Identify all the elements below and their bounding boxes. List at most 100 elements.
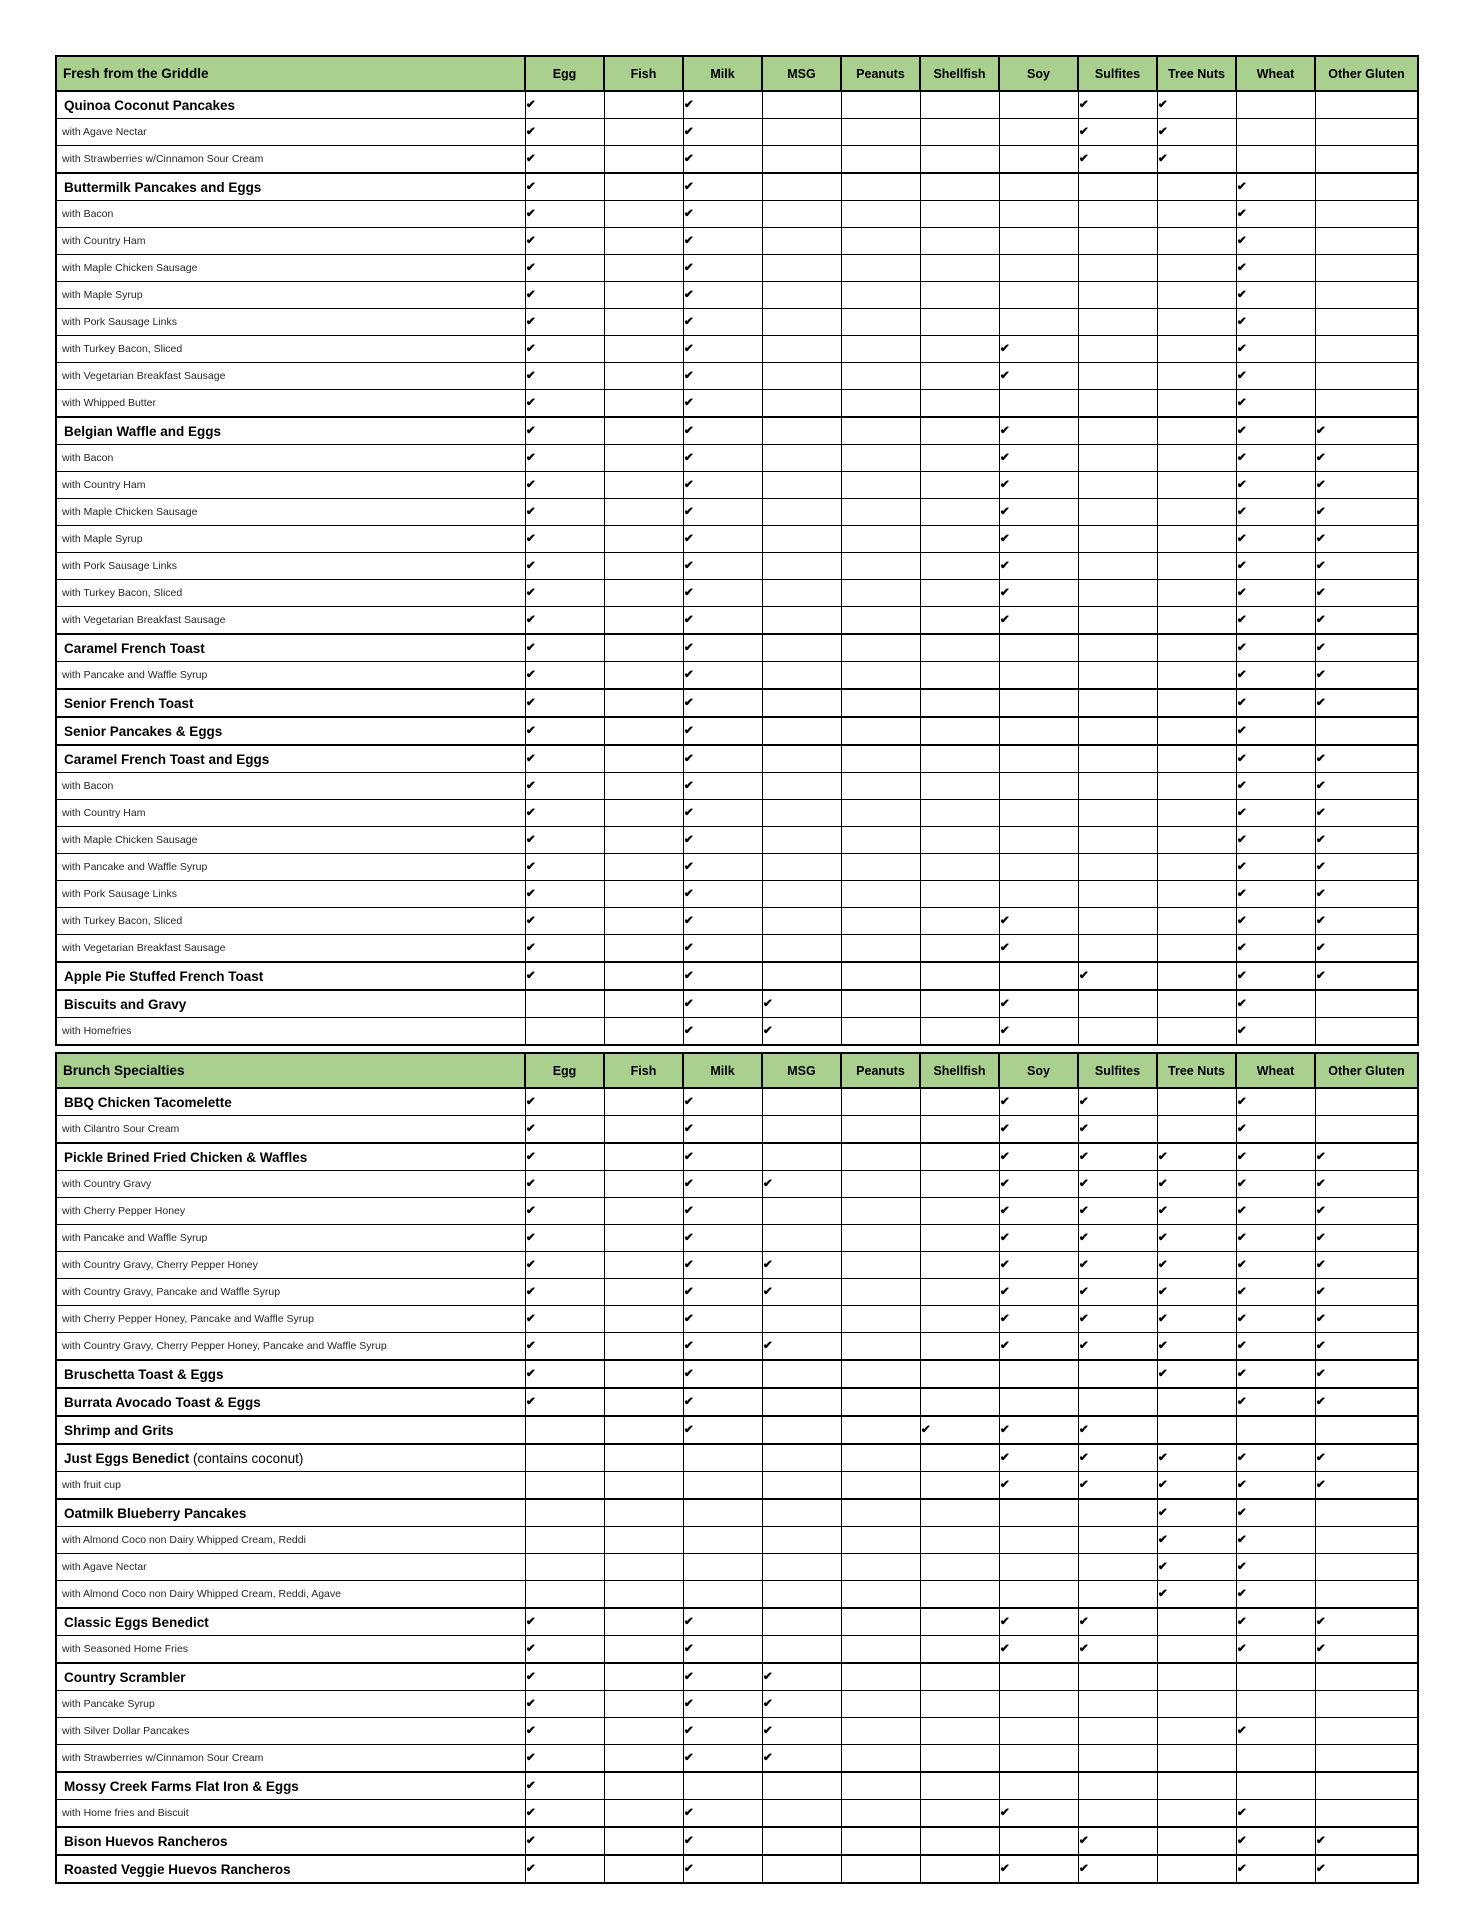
allergen-cell-milk: ✔ [682, 118, 763, 146]
allergen-cell-other-gluten [1314, 281, 1419, 309]
allergen-cell-soy [998, 281, 1079, 309]
check-icon: ✔ [525, 1780, 536, 1792]
allergen-cell-wheat: ✔ [1235, 744, 1316, 773]
check-icon: ✔ [683, 861, 694, 873]
allergen-cell-sulfites [1077, 389, 1158, 418]
item-name-text: Quinoa Coconut Pancakes [64, 97, 236, 113]
check-icon: ✔ [683, 1396, 694, 1408]
check-icon: ✔ [1315, 1232, 1326, 1244]
column-header-msg: MSG [761, 1052, 842, 1089]
allergen-cell-egg: ✔ [524, 1690, 605, 1718]
section-fresh-from-the-griddle: Fresh from the Griddle Egg Fish Milk MSG Pean… [55, 55, 1419, 1046]
allergen-cell-wheat: ✔ [1235, 1443, 1316, 1472]
allergen-cell-tree-nuts [1156, 254, 1237, 282]
table-row: Roasted Veggie Huevos Rancheros ✔ ✔ ✔ ✔ ✔ ✔ [55, 1854, 1419, 1884]
check-icon: ✔ [1078, 1616, 1089, 1628]
menu-item-name: with Country Ham [55, 471, 526, 499]
allergen-cell-msg [761, 579, 842, 607]
allergen-cell-wheat: ✔ [1235, 1251, 1316, 1279]
allergen-cell-milk: ✔ [682, 1170, 763, 1198]
check-icon: ✔ [1236, 1340, 1247, 1352]
allergen-cell-tree-nuts [1156, 1415, 1237, 1445]
check-icon: ✔ [1236, 1259, 1247, 1271]
allergen-cell-other-gluten: ✔ [1314, 688, 1419, 718]
column-header-shellfish: Shellfish [919, 55, 1000, 92]
menu-item-name: with Turkey Bacon, Sliced [55, 579, 526, 607]
check-icon: ✔ [525, 1616, 536, 1628]
allergen-cell-peanuts [840, 1744, 921, 1773]
allergen-cell-other-gluten [1314, 1580, 1419, 1609]
allergen-cell-soy [998, 1717, 1079, 1745]
item-name-text: with Pancake and Waffle Syrup [62, 669, 208, 681]
allergen-cell-msg [761, 772, 842, 800]
allergen-table-fresh-from-the-griddle: Fresh from the Griddle Egg Fish Milk MSG Pean… [55, 55, 1419, 1046]
table-row: Oatmilk Blueberry Pancakes ✔ ✔ [55, 1498, 1419, 1527]
table-header: Fresh from the Griddle Egg Fish Milk MSG Pean… [55, 55, 1419, 92]
allergen-cell-wheat: ✔ [1235, 416, 1316, 445]
check-icon: ✔ [1315, 1616, 1326, 1628]
allergen-cell-soy: ✔ [998, 1278, 1079, 1306]
allergen-cell-msg [761, 1635, 842, 1664]
check-icon: ✔ [999, 370, 1010, 382]
allergen-cell-tree-nuts [1156, 416, 1237, 445]
table-row: with Home fries and Biscuit ✔ ✔ ✔ ✔ [55, 1799, 1419, 1828]
allergen-cell-sulfites: ✔ [1077, 1415, 1158, 1445]
allergen-cell-egg: ✔ [524, 1197, 605, 1225]
allergen-cell-soy [998, 853, 1079, 881]
allergen-cell-milk: ✔ [682, 1744, 763, 1773]
allergen-cell-peanuts [840, 1717, 921, 1745]
allergen-cell-fish [603, 579, 684, 607]
allergen-cell-sulfites [1077, 826, 1158, 854]
allergen-cell-tree-nuts [1156, 1087, 1237, 1116]
item-name-text: Burrata Avocado Toast & Eggs [64, 1394, 261, 1410]
allergen-cell-egg: ✔ [524, 281, 605, 309]
allergen-cell-fish [603, 1142, 684, 1171]
menu-item-name: with Turkey Bacon, Sliced [55, 335, 526, 363]
allergen-cell-wheat [1235, 1415, 1316, 1445]
allergen-cell-peanuts [840, 281, 921, 309]
allergen-cell-tree-nuts [1156, 688, 1237, 718]
allergen-cell-other-gluten: ✔ [1314, 744, 1419, 773]
allergen-cell-fish [603, 1526, 684, 1554]
item-name-text: with Country Gravy, Cherry Pepper Honey [62, 1259, 258, 1271]
allergen-cell-soy: ✔ [998, 1115, 1079, 1144]
check-icon: ✔ [683, 425, 694, 437]
check-icon: ✔ [1078, 1123, 1089, 1135]
allergen-cell-peanuts [840, 1826, 921, 1856]
allergen-cell-wheat: ✔ [1235, 172, 1316, 201]
allergen-cell-shellfish [919, 1278, 1000, 1306]
allergen-cell-milk [682, 1771, 763, 1800]
allergen-cell-fish [603, 1251, 684, 1279]
allergen-cell-wheat: ✔ [1235, 525, 1316, 553]
check-icon: ✔ [1078, 1313, 1089, 1325]
allergen-cell-egg: ✔ [524, 1278, 605, 1306]
allergen-cell-soy [998, 688, 1079, 718]
allergen-cell-egg: ✔ [524, 907, 605, 935]
allergen-cell-wheat: ✔ [1235, 1332, 1316, 1361]
allergen-cell-wheat: ✔ [1235, 880, 1316, 908]
allergen-cell-shellfish [919, 1826, 1000, 1856]
check-icon: ✔ [683, 506, 694, 518]
allergen-cell-shellfish [919, 200, 1000, 228]
check-icon: ✔ [1315, 1286, 1326, 1298]
allergen-cell-shellfish [919, 799, 1000, 827]
allergen-cell-egg [524, 1471, 605, 1500]
check-icon: ✔ [683, 587, 694, 599]
check-icon: ✔ [525, 560, 536, 572]
allergen-cell-peanuts [840, 1471, 921, 1500]
allergen-cell-fish [603, 471, 684, 499]
table-header: Brunch Specialties Egg Fish Milk MSG Peanuts S… [55, 1052, 1419, 1089]
allergen-cell-shellfish [919, 1017, 1000, 1046]
allergen-cell-wheat: ✔ [1235, 688, 1316, 718]
table-body: BBQ Chicken Tacomelette ✔ ✔ ✔ ✔ ✔ with Cilantr… [55, 1087, 1419, 1884]
allergen-cell-peanuts [840, 772, 921, 800]
check-icon: ✔ [525, 1835, 536, 1847]
allergen-cell-fish [603, 227, 684, 255]
column-header-msg: MSG [761, 55, 842, 92]
allergen-cell-msg [761, 1224, 842, 1252]
allergen-cell-other-gluten [1314, 227, 1419, 255]
check-icon: ✔ [525, 1313, 536, 1325]
check-icon: ✔ [1315, 780, 1326, 792]
menu-item-name: with Pork Sausage Links [55, 880, 526, 908]
check-icon: ✔ [1236, 669, 1247, 681]
